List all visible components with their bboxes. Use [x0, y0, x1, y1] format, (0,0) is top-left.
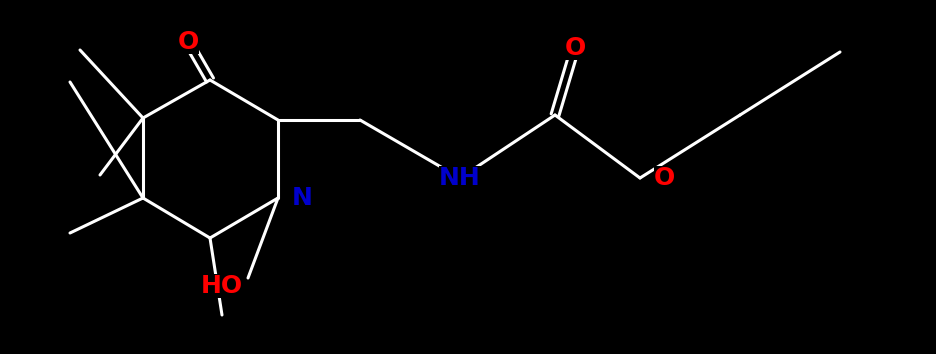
Text: O: O — [177, 30, 198, 54]
Text: HO: HO — [200, 274, 242, 298]
Text: O: O — [563, 36, 585, 60]
Text: O: O — [653, 166, 675, 190]
Text: NH: NH — [439, 166, 480, 190]
Text: N: N — [292, 186, 313, 210]
